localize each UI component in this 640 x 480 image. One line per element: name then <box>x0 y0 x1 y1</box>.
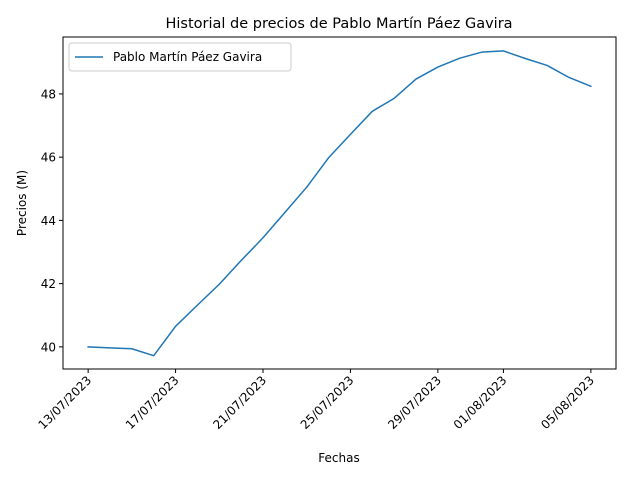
x-tick-label: 17/07/2023 <box>123 373 182 432</box>
x-axis: 13/07/2023 17/07/2023 21/07/2023 25/07/2023… <box>35 369 597 432</box>
legend-label: Pablo Martín Páez Gavira <box>113 50 262 64</box>
x-tick-label: 01/08/2023 <box>451 373 510 432</box>
x-tick-label: 21/07/2023 <box>210 373 269 432</box>
x-tick-label: 05/08/2023 <box>538 373 597 432</box>
legend: Pablo Martín Páez Gavira <box>68 42 292 72</box>
plot-frame <box>62 36 617 370</box>
chart-title: Historial de precios de Pablo Martín Páe… <box>165 16 512 32</box>
y-tick-label: 44 <box>41 214 56 228</box>
y-tick-label: 42 <box>41 277 56 291</box>
plot-area <box>87 50 592 357</box>
x-tick-label: 13/07/2023 <box>35 373 94 432</box>
legend-box <box>68 42 292 72</box>
y-axis: 40 42 44 46 48 <box>41 87 63 354</box>
y-tick-label: 40 <box>41 340 56 354</box>
x-axis-label: Fechas <box>318 451 359 465</box>
x-tick-label: 25/07/2023 <box>298 373 357 432</box>
y-tick-label: 48 <box>41 87 56 101</box>
y-axis-label: Precios (M) <box>15 170 29 236</box>
y-tick-label: 46 <box>41 151 56 165</box>
series-line-0 <box>87 50 592 357</box>
x-tick-label: 29/07/2023 <box>385 373 444 432</box>
